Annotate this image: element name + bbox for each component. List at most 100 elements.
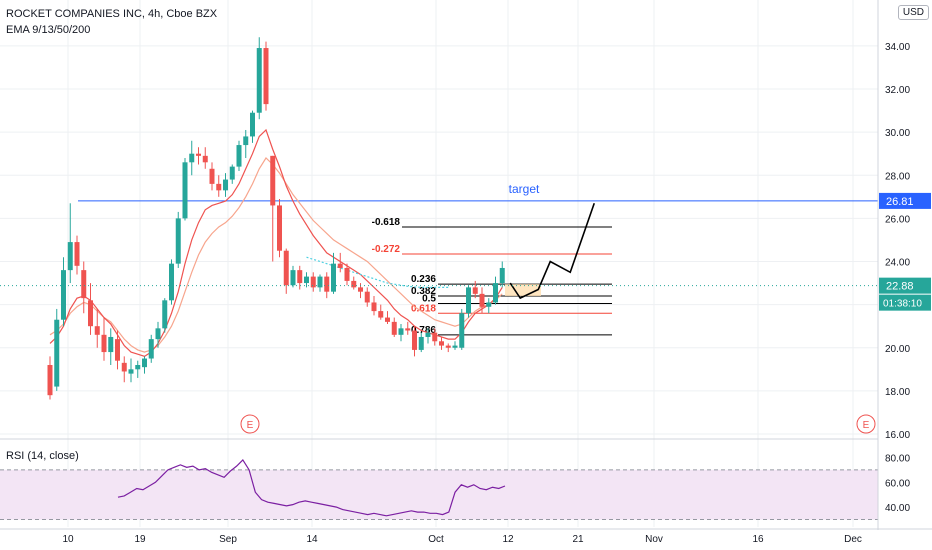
candle-body (88, 300, 93, 327)
candle-body (209, 168, 215, 184)
fib-label: 0.618 (411, 303, 436, 314)
candle-body (277, 205, 282, 251)
earnings-marker (856, 414, 876, 434)
candle-body (229, 166, 235, 180)
candle-body (425, 332, 431, 337)
candle-body (493, 283, 498, 303)
ema-long-line (306, 256, 449, 288)
candle-body (243, 136, 249, 146)
indicator-title: EMA 9/13/50/200 (6, 24, 91, 36)
x-tick-label: 14 (306, 534, 318, 545)
rsi-band (0, 469, 878, 521)
candle-body (371, 302, 377, 312)
y-tick-label: 18.00 (885, 387, 910, 398)
ema-fast-line (49, 128, 503, 358)
candle-body (412, 330, 417, 350)
y-tick-label: 26.00 (885, 214, 910, 225)
candle-body (324, 276, 330, 292)
candle-body (479, 293, 485, 307)
candle-body (162, 300, 168, 329)
x-tick-label: 19 (134, 534, 146, 545)
candle-body (331, 263, 336, 292)
candles (47, 37, 505, 400)
candle-body (466, 287, 471, 314)
projection-path (509, 203, 596, 300)
x-tick-label: 12 (502, 534, 514, 545)
candle-body (121, 362, 127, 372)
ema-lines (49, 128, 503, 358)
candle-body (47, 365, 53, 396)
x-tick-label: Sep (219, 534, 237, 545)
y-tick-label: 30.00 (885, 128, 910, 139)
candle-body (344, 267, 350, 281)
candle-body (432, 332, 438, 342)
y-tick-label: 34.00 (885, 42, 910, 53)
candle-body (236, 145, 242, 167)
target-line: target (78, 182, 878, 202)
candle-body (304, 276, 309, 284)
y-tick-label: 32.00 (885, 85, 910, 96)
rsi-tick-label: 40.00 (885, 503, 910, 514)
target-price-label: 26.81 (886, 196, 914, 208)
candle-body (128, 369, 134, 374)
candle-body (439, 341, 444, 346)
candle-body (148, 339, 154, 359)
candle-body (337, 263, 343, 268)
axes (0, 0, 932, 530)
candle-body (223, 179, 228, 191)
candle-body (364, 291, 370, 303)
candle-body (74, 242, 80, 266)
x-tick-label: Dec (844, 534, 862, 545)
axis-labels: 34.0032.0030.0028.0026.0024.0022.0020.00… (62, 42, 931, 545)
candle-body (445, 345, 451, 348)
x-tick-label: 21 (572, 534, 584, 545)
candle-body (256, 48, 262, 113)
candle-body (378, 311, 384, 318)
countdown-tag (879, 294, 931, 311)
fib-zone (505, 284, 541, 296)
candle-body (398, 328, 404, 335)
candle-body (297, 270, 303, 284)
x-tick-label: Oct (428, 534, 444, 545)
candle-body (115, 339, 120, 361)
candle-body (189, 153, 195, 163)
candle-body (175, 218, 181, 264)
candle-body (472, 287, 478, 294)
fib-label: -0.618 (372, 217, 401, 228)
fib-label: 0.786 (411, 325, 436, 336)
candle-body (391, 321, 397, 335)
x-tick-label: 16 (752, 534, 764, 545)
rsi-line (117, 458, 506, 517)
candle-body (67, 242, 73, 271)
candle-body (135, 365, 141, 370)
rsi-tick-label: 80.00 (885, 453, 910, 464)
candle-body (54, 319, 60, 387)
candle-body (94, 326, 100, 335)
rsi-tick-label: 60.00 (885, 478, 910, 489)
rsi-band-fill (0, 469, 878, 520)
candle-body (310, 276, 316, 288)
countdown-label: 01:38:10 (883, 299, 922, 310)
currency-button[interactable]: USD (897, 5, 929, 20)
x-tick-label: 10 (62, 534, 74, 545)
fib-label: 0.382 (411, 286, 436, 297)
y-tick-label: 20.00 (885, 344, 910, 355)
x-tick-label: Nov (645, 534, 663, 545)
candle-body (418, 336, 424, 350)
candle-body (61, 270, 66, 320)
earnings-marker-label: E (863, 420, 870, 431)
candle-body (250, 112, 255, 137)
last-price-tag (879, 277, 931, 294)
candle-body (81, 270, 87, 299)
candle-body (351, 280, 357, 288)
y-tick-label: 24.00 (885, 258, 910, 269)
candle-body (452, 345, 458, 348)
candle-body (358, 287, 363, 292)
y-tick-label: 28.00 (885, 171, 910, 182)
candle-body (196, 153, 201, 156)
target-label: target (509, 182, 540, 196)
candle-body (283, 250, 289, 286)
candle-body (155, 328, 161, 340)
